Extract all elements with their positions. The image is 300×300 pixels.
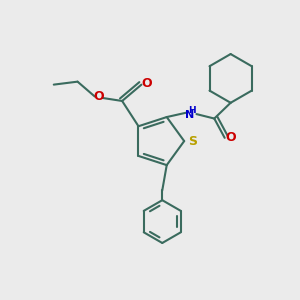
Text: S: S	[188, 135, 197, 148]
Text: O: O	[225, 131, 236, 144]
Text: O: O	[142, 76, 152, 90]
Text: N: N	[185, 110, 194, 120]
Text: O: O	[93, 90, 104, 103]
Text: H: H	[188, 106, 196, 115]
